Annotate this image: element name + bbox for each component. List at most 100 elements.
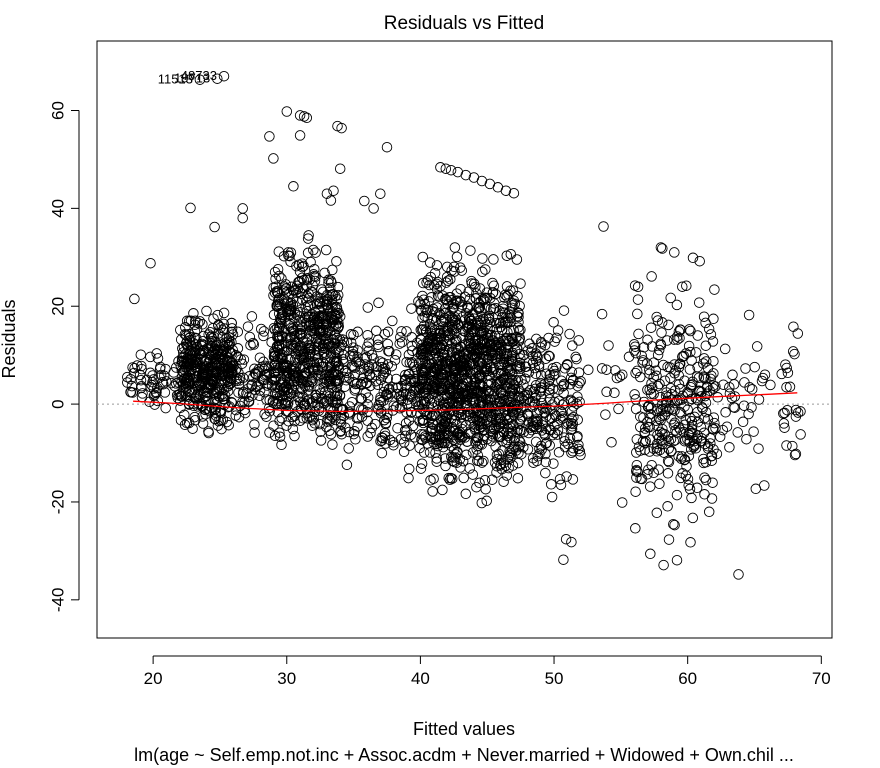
residual-point xyxy=(253,366,264,378)
y-axis: -40 -20 0 20 40 60 xyxy=(48,101,80,612)
residual-point xyxy=(270,398,281,410)
residual-point xyxy=(233,378,245,390)
residual-point xyxy=(206,336,218,347)
residual-point xyxy=(298,355,309,366)
residual-point xyxy=(277,379,288,390)
residual-point xyxy=(706,455,717,466)
residual-point xyxy=(284,320,295,331)
residual-point xyxy=(651,370,662,382)
residual-point xyxy=(507,349,518,361)
residual-point xyxy=(679,375,690,386)
residual-point xyxy=(659,410,671,421)
residual-point xyxy=(323,369,335,380)
residual-point xyxy=(680,414,692,426)
residual-point xyxy=(294,110,306,121)
residual-point xyxy=(307,420,318,431)
residual-point xyxy=(652,420,663,432)
residual-point xyxy=(243,391,255,403)
residual-point xyxy=(699,472,710,483)
residual-point xyxy=(556,375,567,386)
residual-point xyxy=(550,368,561,380)
residual-point xyxy=(489,298,500,309)
residual-point xyxy=(427,486,438,497)
residual-point xyxy=(319,267,330,279)
residual-point xyxy=(254,390,265,402)
residual-point xyxy=(293,259,305,270)
residual-point xyxy=(472,455,483,467)
residual-point xyxy=(555,479,567,491)
residual-point xyxy=(655,338,666,350)
residual-point xyxy=(219,399,230,411)
residual-point xyxy=(259,369,271,381)
residual-point xyxy=(381,141,393,153)
residual-point xyxy=(319,296,330,307)
residual-point xyxy=(160,402,171,414)
residual-point xyxy=(480,264,491,275)
residual-point xyxy=(781,440,792,451)
residual-point xyxy=(465,340,476,351)
residual-point xyxy=(646,271,657,282)
residual-point xyxy=(530,368,542,380)
residual-point xyxy=(596,308,608,320)
residual-point xyxy=(630,403,642,415)
residual-point xyxy=(694,255,705,267)
residual-point xyxy=(460,374,472,385)
residual-point xyxy=(743,408,754,420)
residual-point xyxy=(392,382,404,394)
residual-point xyxy=(428,353,440,365)
residual-point xyxy=(365,427,376,439)
residual-point xyxy=(470,397,481,408)
residual-point xyxy=(544,381,555,392)
residual-point xyxy=(487,431,498,442)
residual-point xyxy=(398,437,410,448)
residual-point xyxy=(653,432,665,444)
residual-point xyxy=(474,302,485,314)
residual-point xyxy=(228,361,239,372)
residual-point xyxy=(419,298,430,310)
residual-point xyxy=(158,378,169,390)
residual-point xyxy=(666,445,677,457)
residual-point xyxy=(700,474,712,486)
residual-point xyxy=(315,387,327,399)
residual-point xyxy=(420,304,431,315)
residual-point xyxy=(441,336,452,348)
residual-point xyxy=(370,375,382,387)
residual-point xyxy=(709,284,720,295)
residual-point xyxy=(366,349,378,361)
residual-point xyxy=(792,407,804,418)
residual-point xyxy=(214,365,225,376)
residual-point xyxy=(483,420,494,432)
residual-point xyxy=(218,318,230,330)
residual-point xyxy=(179,390,191,402)
residual-point xyxy=(778,408,789,419)
residual-point xyxy=(534,448,545,459)
residual-point xyxy=(136,360,147,372)
residual-point xyxy=(450,452,461,463)
residual-point xyxy=(208,377,219,388)
residual-point xyxy=(159,387,171,398)
residual-point xyxy=(379,430,391,442)
residual-point xyxy=(498,427,510,438)
residual-point xyxy=(603,340,614,351)
residual-point xyxy=(221,359,232,371)
residual-point xyxy=(341,375,352,386)
residual-point xyxy=(499,336,510,347)
residual-point xyxy=(683,480,694,491)
residual-point xyxy=(560,533,572,545)
residual-point xyxy=(467,469,479,480)
residual-point xyxy=(381,412,392,424)
residual-point xyxy=(313,296,324,307)
residual-point xyxy=(221,416,233,428)
residual-point xyxy=(285,297,297,308)
residual-point xyxy=(337,364,349,375)
residual-point xyxy=(733,569,744,580)
residual-point xyxy=(782,404,793,416)
residual-point xyxy=(378,380,390,392)
residual-point xyxy=(668,334,680,345)
residual-point xyxy=(732,427,743,438)
residual-point xyxy=(478,455,489,467)
residual-point xyxy=(661,387,672,398)
residual-point xyxy=(679,454,691,465)
residual-point xyxy=(651,507,663,519)
residual-point xyxy=(429,379,441,390)
